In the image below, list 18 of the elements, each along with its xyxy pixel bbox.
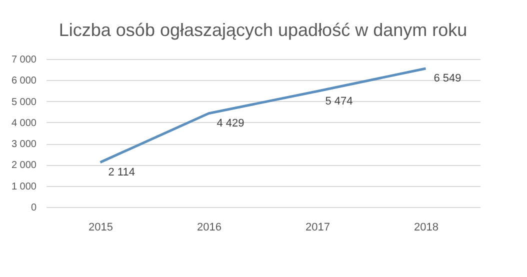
chart-title: Liczba osób ogłaszających upadłość w danym roku — [58, 20, 468, 40]
y-tick-label: 2 000 — [11, 160, 37, 172]
y-tick-label: 7 000 — [11, 54, 37, 66]
y-tick-label: 1 000 — [11, 181, 37, 192]
x-tick-label: 2017 — [306, 222, 330, 234]
y-tick-label: 6 000 — [11, 76, 37, 87]
y-tick-label: 0 — [30, 202, 37, 214]
text: 5 474 — [325, 95, 353, 108]
y-tick-label: 4 000 — [11, 118, 37, 129]
y-tick-label: 3 000 — [11, 139, 37, 150]
text: 2 114 — [108, 166, 135, 178]
text: 6 549 — [434, 72, 462, 85]
text: 4 429 — [216, 117, 244, 130]
x-tick-label: 2016 — [197, 222, 222, 234]
x-tick-label: 2018 — [414, 222, 438, 234]
x-tick-label: 2015 — [88, 222, 113, 234]
y-tick-label: 5 000 — [11, 96, 37, 108]
line-series — [99, 67, 427, 164]
